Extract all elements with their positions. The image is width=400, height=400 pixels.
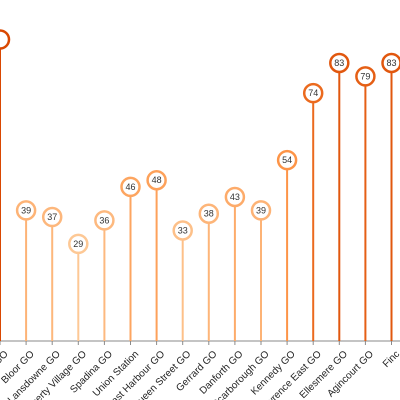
point-queen-street-go — [172, 220, 193, 241]
tick-label-finch-east-go: Finc — [381, 349, 400, 370]
value-label-lansdowne-go: 37 — [47, 212, 57, 222]
point-east-harbour-go — [146, 169, 167, 191]
point-bloor-go — [15, 200, 37, 221]
point-dundas-west-stockyards-st-clair-go — [0, 29, 11, 50]
value-label-east-harbour-go: 48 — [152, 175, 162, 185]
value-label-finch-east-go: 83 — [386, 58, 396, 68]
value-label-union-station: 46 — [125, 182, 135, 192]
point-finch-east-go — [381, 52, 400, 74]
point-agincourt-go — [355, 66, 376, 87]
point-lawrence-east-go — [302, 82, 324, 104]
point-spadina-go — [94, 210, 115, 231]
value-label-bloor-go: 39 — [21, 205, 31, 215]
value-label-gerrard-go: 38 — [204, 209, 214, 219]
point-kennedy-go — [276, 149, 298, 171]
point-danforth-go — [224, 186, 246, 208]
value-label-liberty-village-go: 29 — [73, 239, 83, 249]
value-label-spadina-go: 36 — [99, 215, 109, 225]
point-liberty-village-go — [68, 233, 89, 255]
value-label-kennedy-go: 54 — [282, 155, 292, 165]
value-label-lawrence-east-go: 74 — [308, 88, 318, 98]
point-scarborough-go — [250, 200, 272, 221]
value-label-scarborough-go: 39 — [256, 205, 266, 215]
value-label-agincourt-go: 79 — [360, 71, 370, 81]
value-label-ellesmere-go: 83 — [334, 58, 344, 68]
point-lansdowne-go — [41, 206, 63, 228]
tick-label-agincourt-go: Agincourt GO — [325, 349, 376, 400]
point-gerrard-go — [198, 203, 220, 224]
value-label-queen-street-go: 33 — [178, 225, 188, 235]
point-union-station — [120, 176, 141, 198]
point-ellesmere-go — [329, 52, 350, 74]
value-label-danforth-go: 43 — [230, 192, 240, 202]
